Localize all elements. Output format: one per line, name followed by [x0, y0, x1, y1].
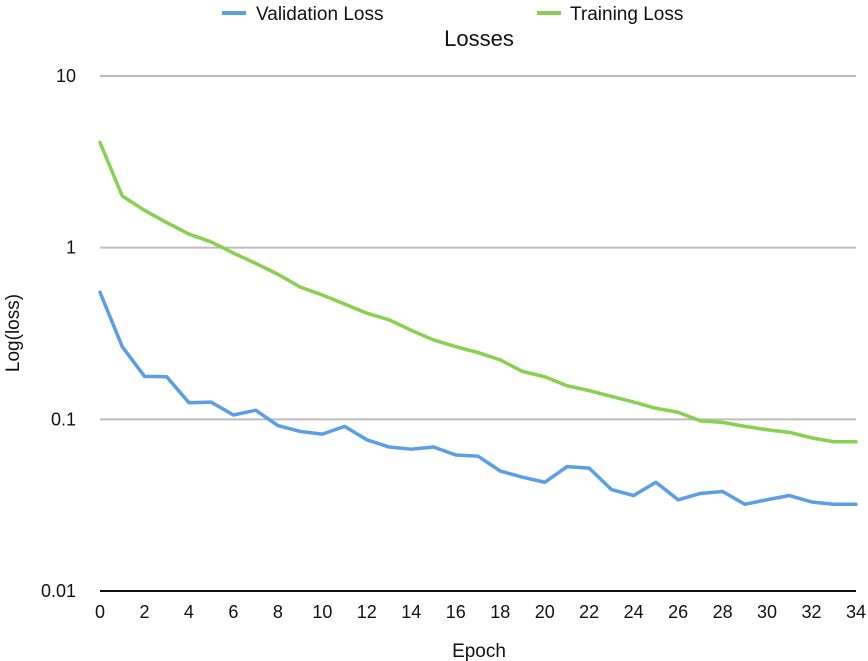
- x-axis-ticks: 0 2 4 6 8 10 12 14 16 18 20 22 24 26 28 30 32 34: [95, 602, 866, 622]
- x-tick-label-22: 22: [579, 602, 599, 622]
- x-tick-label-28: 28: [713, 602, 733, 622]
- x-tick-label-14: 14: [401, 602, 421, 622]
- x-tick-label-20: 20: [535, 602, 555, 622]
- legend: Validation Loss Training Loss: [222, 4, 683, 25]
- y-axis-ticks: 0.01 0.1 1 10: [41, 66, 76, 601]
- x-tick-label-10: 10: [312, 602, 332, 622]
- y-tick-label-0-01: 0.01: [41, 581, 76, 601]
- series-points-training-loss: [100, 142, 856, 442]
- x-tick-label-24: 24: [624, 602, 644, 622]
- x-tick-label-8: 8: [273, 602, 283, 622]
- x-tick-label-16: 16: [446, 602, 466, 622]
- x-axis-title: Epoch: [452, 641, 506, 661]
- x-tick-label-12: 12: [357, 602, 377, 622]
- y-tick-label-0-1: 0.1: [51, 409, 76, 429]
- x-tick-label-18: 18: [490, 602, 510, 622]
- series-lines: [98, 140, 858, 507]
- y-axis-title: Log(loss): [3, 294, 24, 372]
- chart-title: Losses: [444, 26, 514, 51]
- x-tick-label-6: 6: [228, 602, 238, 622]
- y-tick-label-10: 10: [56, 66, 76, 86]
- x-tick-label-32: 32: [802, 602, 822, 622]
- y-tick-label-1: 1: [66, 238, 76, 258]
- legend-label-validation-loss: Validation Loss: [256, 4, 383, 25]
- x-tick-label-26: 26: [668, 602, 688, 622]
- x-tick-label-34: 34: [846, 602, 866, 622]
- gridlines: [100, 75, 856, 592]
- legend-label-training-loss: Training Loss: [570, 4, 683, 25]
- series-points-validation-loss: [100, 292, 856, 504]
- x-tick-label-4: 4: [184, 602, 194, 622]
- x-tick-label-0: 0: [95, 602, 105, 622]
- series-line-training-loss: [98, 140, 858, 444]
- x-tick-label-2: 2: [139, 602, 149, 622]
- x-tick-label-30: 30: [757, 602, 777, 622]
- series-line-validation-loss: [98, 290, 858, 507]
